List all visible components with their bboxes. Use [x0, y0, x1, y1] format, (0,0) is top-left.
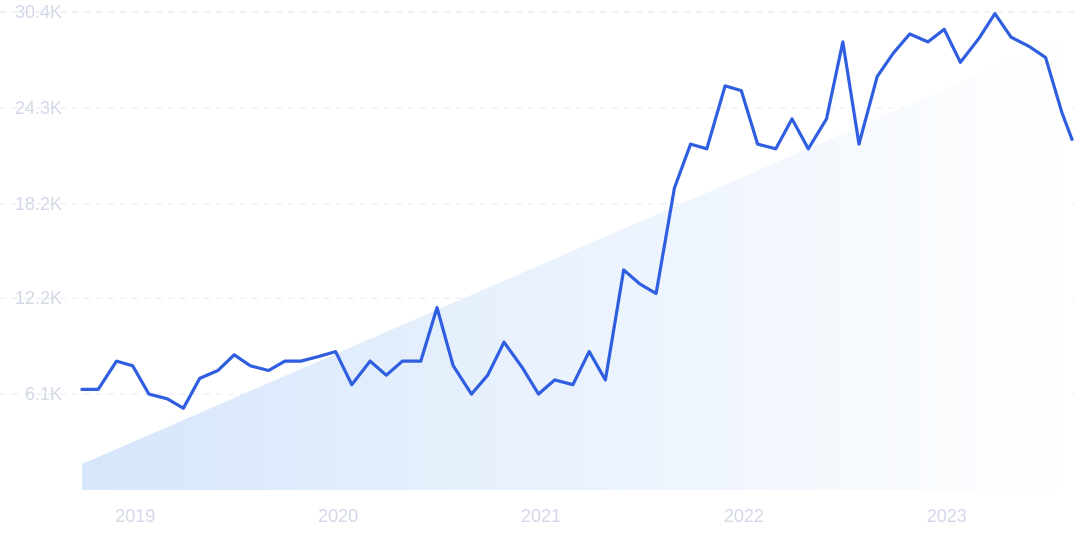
- y-tick-label-1: 12.2K: [15, 288, 62, 308]
- data-point-54: [993, 12, 996, 15]
- y-tick-label-3: 24.3K: [15, 98, 62, 118]
- y-tick-label-2: 18.2K: [15, 194, 62, 214]
- series-line-layer: [80, 12, 1074, 410]
- data-point-58: [1060, 111, 1063, 114]
- data-point-49: [908, 33, 911, 36]
- data-point-0: [81, 388, 84, 391]
- data-point-32: [622, 268, 625, 271]
- data-point-37: [705, 147, 708, 150]
- x-tick-label-1: 2020: [318, 506, 358, 526]
- data-point-46: [857, 143, 860, 146]
- x-tick-label-3: 2022: [724, 506, 764, 526]
- x-tick-label-0: 2019: [115, 506, 155, 526]
- data-point-27: [537, 393, 540, 396]
- data-point-31: [604, 378, 607, 381]
- data-point-21: [436, 306, 439, 309]
- trend-area: [82, 34, 1072, 491]
- data-point-23: [470, 393, 473, 396]
- data-point-28: [553, 378, 556, 381]
- data-point-41: [774, 147, 777, 150]
- data-point-29: [571, 383, 574, 386]
- data-point-43: [807, 147, 810, 150]
- data-point-52: [959, 61, 962, 64]
- data-point-45: [841, 40, 844, 43]
- data-point-13: [300, 360, 303, 363]
- data-point-9: [233, 353, 236, 356]
- data-point-3: [131, 364, 134, 367]
- data-point-18: [385, 374, 388, 377]
- y-axis-tick-labels: 6.1K 12.2K 18.2K 24.3K 30.4K: [15, 2, 62, 404]
- data-point-5: [166, 397, 169, 400]
- data-point-44: [825, 117, 828, 120]
- data-point-59: [1071, 138, 1074, 141]
- trend-area-shape: [82, 34, 1072, 491]
- data-point-26: [521, 366, 524, 369]
- data-point-19: [401, 360, 404, 363]
- data-point-56: [1028, 45, 1031, 48]
- data-point-24: [486, 374, 489, 377]
- data-point-16: [350, 383, 353, 386]
- data-point-4: [147, 393, 150, 396]
- data-point-40: [756, 143, 759, 146]
- data-point-39: [740, 89, 743, 92]
- y-tick-label-4: 30.4K: [15, 2, 62, 22]
- data-point-36: [689, 143, 692, 146]
- data-point-14: [318, 355, 321, 358]
- data-point-11: [267, 369, 270, 372]
- data-point-51: [943, 28, 946, 31]
- data-point-22: [452, 364, 455, 367]
- data-point-34: [655, 292, 658, 295]
- series-line-0: [80, 12, 1074, 410]
- data-point-50: [926, 40, 929, 43]
- data-point-33: [638, 283, 641, 286]
- data-point-42: [791, 117, 794, 120]
- data-point-48: [892, 51, 895, 54]
- data-point-35: [673, 187, 676, 190]
- data-point-15: [334, 350, 337, 353]
- y-tick-label-0: 6.1K: [25, 384, 62, 404]
- data-point-6: [182, 407, 185, 410]
- x-tick-label-2: 2021: [521, 506, 561, 526]
- data-point-17: [369, 360, 372, 363]
- data-point-47: [876, 75, 879, 78]
- data-point-53: [977, 37, 980, 40]
- data-point-38: [724, 84, 727, 87]
- data-point-57: [1044, 56, 1047, 59]
- data-point-12: [283, 360, 286, 363]
- data-point-55: [1010, 36, 1013, 39]
- data-point-30: [588, 350, 591, 353]
- data-point-2: [115, 360, 118, 363]
- x-tick-label-4: 2023: [927, 506, 967, 526]
- data-point-20: [419, 360, 422, 363]
- data-point-1: [97, 388, 100, 391]
- data-point-25: [502, 341, 505, 344]
- data-point-7: [198, 377, 201, 380]
- data-point-8: [216, 369, 219, 372]
- data-point-10: [249, 364, 252, 367]
- x-axis-tick-labels: 2019 2020 2021 2022 2023: [115, 506, 967, 526]
